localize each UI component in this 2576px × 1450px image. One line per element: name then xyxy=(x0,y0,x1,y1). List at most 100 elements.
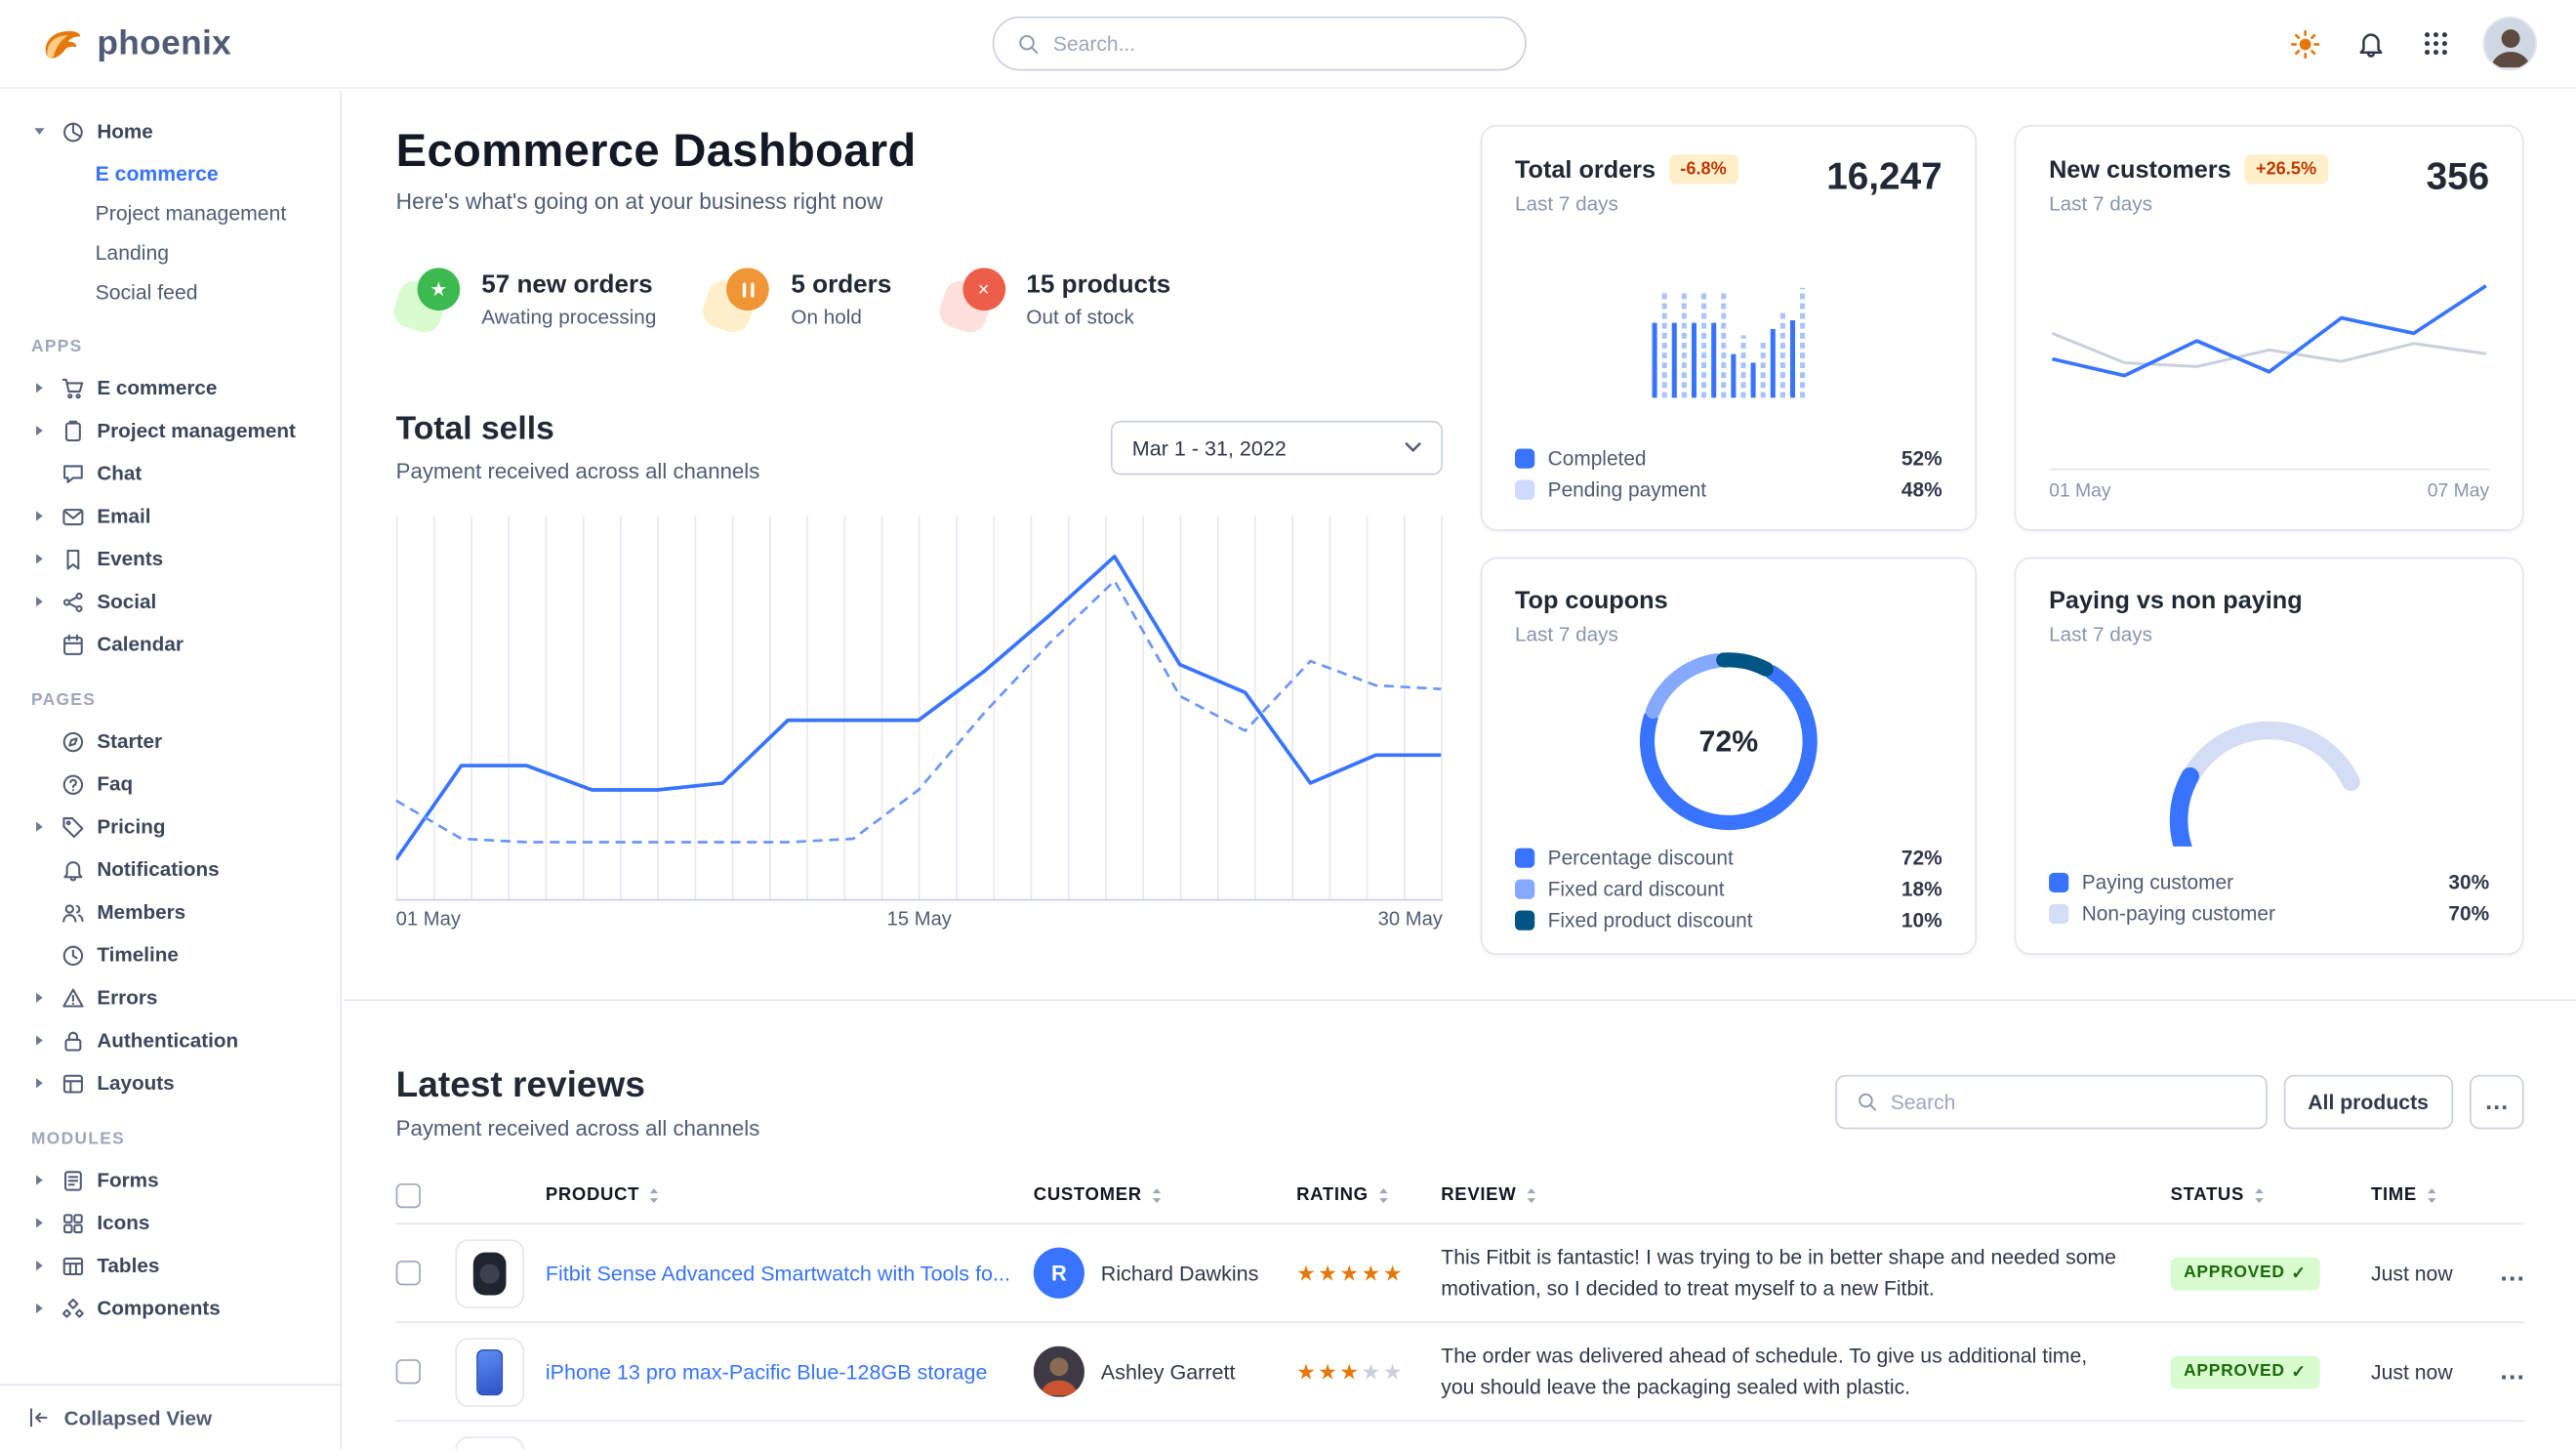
sidebar-item-project-management-app[interactable]: Project management xyxy=(23,409,324,452)
row-checkbox[interactable] xyxy=(395,1261,421,1286)
legend-label: Completed xyxy=(1547,446,1647,471)
legend-row: Percentage discount 72% xyxy=(1515,847,1942,869)
product-link[interactable]: Fitbit Sense Advanced Smartwatch with To… xyxy=(545,1261,1010,1286)
brand[interactable]: phoenix xyxy=(39,23,231,62)
date-range-select[interactable]: Mar 1 - 31, 2022 xyxy=(1110,420,1443,475)
sidebar-item-landing[interactable]: Landing xyxy=(95,241,170,266)
product-image[interactable] xyxy=(455,1337,524,1407)
total-sells-x-axis: 01 May 15 May 30 May xyxy=(396,907,1443,931)
all-products-button[interactable]: All products xyxy=(2282,1074,2454,1130)
sidebar-item-authentication[interactable]: Authentication xyxy=(23,1019,324,1062)
sidebar-item-ecommerce-app[interactable]: E commerce xyxy=(23,366,324,409)
chevron-right-icon xyxy=(29,1171,48,1189)
sidebar-item-layouts[interactable]: Layouts xyxy=(23,1061,324,1104)
sidebar-item-tables[interactable]: Tables xyxy=(23,1244,324,1287)
legend-row: Paying customer 30% xyxy=(2049,871,2489,894)
page-title: Ecommerce Dashboard xyxy=(395,124,917,177)
sidebar-item-calendar[interactable]: Calendar xyxy=(23,623,324,666)
product-image[interactable] xyxy=(455,1435,524,1450)
row-checkbox[interactable] xyxy=(395,1359,421,1385)
stat-out-of-stock: × 15 products Out of stock xyxy=(934,267,1170,337)
column-header-time[interactable]: TIME xyxy=(2371,1185,2479,1205)
sort-icon xyxy=(1527,1187,1535,1203)
review-time: Just now xyxy=(2371,1359,2453,1384)
new-customers-chart xyxy=(2049,216,2489,469)
total-sells-title: Total sells xyxy=(395,410,554,447)
status-badge: APPROVED ✓ xyxy=(2170,1257,2320,1290)
paying-gauge-chart xyxy=(2130,662,2409,867)
global-search-input[interactable] xyxy=(1052,31,1502,56)
sidebar-item-members[interactable]: Members xyxy=(23,891,324,933)
sidebar-item-chat[interactable]: Chat xyxy=(23,452,324,495)
apps-grid-button[interactable] xyxy=(2419,26,2453,61)
chat-icon xyxy=(60,460,86,486)
paying-vs-nonpaying-card: Paying vs non paying Last 7 days Paying … xyxy=(2014,557,2524,955)
chevron-right-icon xyxy=(29,507,48,525)
sidebar-item-faq[interactable]: Faq xyxy=(23,763,324,806)
sidebar-item-email[interactable]: Email xyxy=(23,495,324,538)
dashboard-section: Ecommerce Dashboard Here's what's going … xyxy=(344,91,2576,1000)
legend-value: 52% xyxy=(1901,446,1942,471)
sidebar-item-starter[interactable]: Starter xyxy=(23,720,324,763)
sidebar-item-icons[interactable]: Icons xyxy=(23,1201,324,1244)
theme-toggle-button[interactable] xyxy=(2287,25,2323,62)
clipboard-icon xyxy=(60,418,86,444)
sidebar-item-notifications[interactable]: Notifications xyxy=(23,849,324,891)
sidebar-item-social-feed[interactable]: Social feed xyxy=(95,280,198,305)
product-link[interactable]: iPhone 13 pro max-Pacific Blue-128GB sto… xyxy=(545,1359,988,1385)
form-icon xyxy=(60,1167,86,1193)
reviews-search[interactable] xyxy=(1834,1074,2268,1130)
row-actions-button[interactable]: … xyxy=(2499,1356,2526,1386)
sidebar-item-e-commerce[interactable]: E commerce xyxy=(95,162,219,186)
customer-cell[interactable]: R Richard Dawkins xyxy=(1033,1247,1296,1299)
icons-grid-icon xyxy=(60,1210,86,1236)
column-header-product[interactable]: PRODUCT xyxy=(455,1185,1034,1205)
caret-spacer xyxy=(29,732,48,751)
sidebar-item-label: Tables xyxy=(97,1254,160,1277)
customer-avatar xyxy=(1033,1346,1084,1397)
column-label: TIME xyxy=(2371,1184,2417,1205)
change-badge: +26.5% xyxy=(2244,154,2328,185)
rating-stars: ★★★★★ xyxy=(1296,1260,1441,1286)
pie-chart-icon xyxy=(60,118,86,145)
legend-label: Fixed card discount xyxy=(1547,877,1725,901)
sidebar-item-project-management[interactable]: Project management xyxy=(95,202,287,226)
chevron-right-icon xyxy=(29,1257,48,1275)
sidebar-item-social[interactable]: Social xyxy=(23,580,324,623)
customer-cell[interactable]: Ashley Garrett xyxy=(1033,1346,1296,1397)
sidebar-item-events[interactable]: Events xyxy=(23,537,324,580)
check-icon: ✓ xyxy=(2291,1363,2307,1383)
global-search[interactable] xyxy=(992,16,1527,71)
sidebar-item-label: Calendar xyxy=(97,633,184,656)
user-avatar[interactable] xyxy=(2482,16,2538,71)
sidebar-item-home[interactable]: Home xyxy=(23,110,324,153)
collapse-sidebar-button[interactable]: Collapsed View xyxy=(0,1384,341,1450)
review-time: Just now xyxy=(2371,1261,2453,1285)
home-subitems: E commerce Project management Landing So… xyxy=(23,154,324,312)
top-coupons-donut-chart: 72% xyxy=(1637,649,1821,834)
sun-icon xyxy=(2291,29,2320,59)
stat-new-orders: ★ 57 new orders Awating processing xyxy=(389,267,656,337)
product-image[interactable] xyxy=(455,1238,524,1308)
column-label: STATUS xyxy=(2170,1184,2245,1205)
column-header-rating[interactable]: RATING xyxy=(1296,1185,1441,1205)
reviews-search-input[interactable] xyxy=(1890,1090,2246,1114)
more-options-button[interactable]: … xyxy=(2470,1074,2524,1130)
sidebar-item-errors[interactable]: Errors xyxy=(23,976,324,1019)
notifications-button[interactable] xyxy=(2352,25,2389,62)
select-all-checkbox[interactable] xyxy=(395,1182,421,1208)
legend-row: Fixed card discount 18% xyxy=(1515,877,1942,901)
sidebar-item-timeline[interactable]: Timeline xyxy=(23,933,324,976)
sidebar-item-pricing[interactable]: Pricing xyxy=(23,806,324,849)
row-actions-button[interactable]: … xyxy=(2499,1258,2526,1287)
chevron-right-icon xyxy=(29,379,48,397)
star-icon: ★ xyxy=(1339,1260,1362,1285)
sidebar-item-label: Icons xyxy=(97,1211,150,1235)
legend-row: Fixed product discount 10% xyxy=(1515,909,1942,932)
column-header-review[interactable]: REVIEW xyxy=(1441,1185,2170,1205)
column-header-status[interactable]: STATUS xyxy=(2171,1185,2371,1205)
sidebar-item-forms[interactable]: Forms xyxy=(23,1159,324,1202)
stat-value: 5 orders xyxy=(791,269,892,299)
sidebar-item-components[interactable]: Components xyxy=(23,1287,324,1330)
column-header-customer[interactable]: CUSTOMER xyxy=(1034,1185,1296,1205)
